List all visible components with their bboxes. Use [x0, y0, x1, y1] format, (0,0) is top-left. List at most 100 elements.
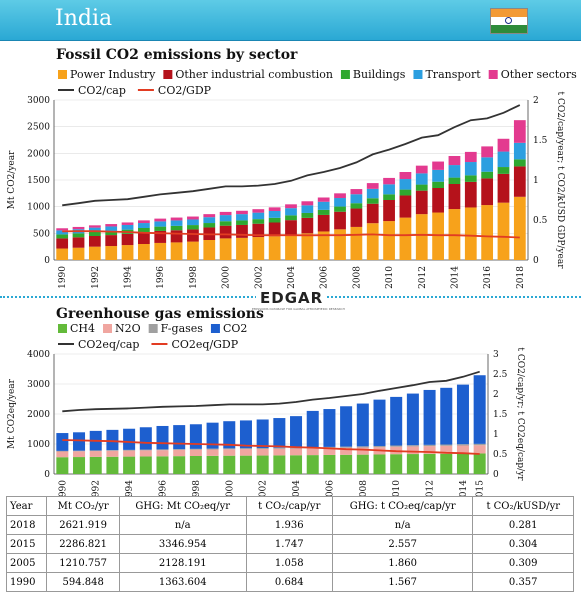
table-cell: 2128.191: [118, 553, 247, 573]
bar-n2o: [256, 448, 269, 456]
y2-tick-label: 1.5: [493, 410, 508, 420]
table-cell: n/a: [331, 515, 474, 535]
y-tick-label: 1500: [27, 176, 50, 186]
table-cell: 2018: [5, 515, 48, 535]
bar-buildings: [383, 194, 395, 200]
y-tick-label: 3000: [27, 96, 50, 106]
y2-tick-label: 1: [533, 176, 539, 186]
legend-swatch-n2o: [103, 324, 113, 333]
table-header-cell: GHG: t CO₂eq/cap/yr: [331, 496, 474, 516]
x-tick-label: 2004: [292, 480, 302, 496]
india-flag-icon: [490, 8, 528, 34]
bar-ch4: [156, 456, 169, 474]
bar-n2o: [206, 449, 219, 456]
bar-ch4: [356, 454, 369, 474]
summary-table: Year Mt CO₂/yr GHG: Mt CO₂eq/yr t CO₂/cap/y…: [5, 496, 574, 592]
bar-co2: [156, 425, 169, 450]
bar-transport: [154, 221, 167, 227]
bar-other_ind: [415, 190, 428, 215]
x-tick-label: 1996: [156, 266, 166, 289]
bar-n2o: [106, 450, 119, 457]
bar-ch4: [123, 456, 136, 474]
bar-transport: [285, 208, 297, 216]
bar-power: [72, 247, 85, 260]
bar-other_ind: [366, 203, 379, 224]
bar-n2o: [56, 451, 69, 458]
bar-other_sec: [350, 189, 363, 195]
bar-power: [105, 246, 118, 260]
bar-power: [301, 233, 314, 260]
bar-other_ind: [252, 223, 265, 238]
x-tick-label: 1994: [124, 266, 134, 289]
bar-co2: [440, 387, 453, 445]
bar-fgas: [256, 447, 269, 449]
bar-other_sec: [219, 211, 232, 216]
y-tick-label: 2000: [27, 410, 50, 420]
y-tick-label: 2500: [27, 123, 50, 133]
bar-other_ind: [56, 238, 69, 249]
y2-tick-label: 2: [493, 390, 499, 400]
table-row: 2015 2286.821 3346.954 1.747 2.557 0.304: [5, 534, 574, 554]
bar-fgas: [440, 444, 453, 446]
bar-other_sec: [481, 146, 494, 158]
bar-co2: [356, 403, 369, 447]
table-cell: 1210.757: [46, 553, 120, 573]
bar-power: [170, 242, 183, 260]
bar-co2: [306, 410, 319, 448]
bar-ch4: [456, 453, 469, 474]
bar-n2o: [323, 447, 336, 455]
y-tick-label: 2000: [27, 149, 50, 159]
bar-n2o: [156, 450, 169, 457]
bar-other_sec: [301, 201, 314, 206]
bar-fgas: [273, 447, 286, 449]
bar-other_ind: [154, 230, 167, 243]
legend-label-fgas: F-gases: [161, 322, 204, 335]
bar-fgas: [323, 446, 336, 448]
table-header-cell: t CO₂/kUSD/yr: [472, 496, 574, 516]
bar-transport: [121, 224, 134, 230]
bar-power: [399, 217, 412, 260]
bar-power: [383, 221, 395, 260]
table-header-cell: Year: [5, 496, 48, 516]
bar-ch4: [306, 455, 319, 474]
bar-co2: [189, 424, 202, 449]
bar-power: [513, 196, 526, 260]
bar-other_sec: [105, 224, 118, 227]
bar-co2: [390, 396, 403, 446]
bar-buildings: [481, 171, 494, 179]
bar-other_ind: [187, 229, 199, 242]
bar-co2: [406, 393, 419, 446]
bar-fgas: [189, 448, 202, 450]
y2-tick-label: 0: [493, 470, 499, 480]
bar-fgas: [373, 445, 386, 448]
bar-fgas: [406, 445, 419, 447]
bar-other_sec: [203, 214, 216, 218]
bar-other_sec: [187, 216, 199, 220]
legend-swatch-other_sec: [488, 70, 498, 79]
bar-other_sec: [154, 218, 167, 222]
x-tick-label: 2010: [385, 266, 395, 289]
table-cell: 2015: [5, 534, 48, 554]
bar-other_sec: [252, 209, 265, 213]
bar-power: [432, 212, 444, 260]
bar-buildings: [366, 198, 379, 204]
bar-other_ind: [383, 200, 395, 222]
edgar-logo-subtext: EMISSIONS DATABASE FOR GLOBAL ATMOSPHERI…: [252, 307, 345, 311]
bar-buildings: [219, 221, 232, 226]
y-tick-label: 4000: [27, 350, 50, 360]
bar-transport: [56, 230, 69, 235]
bar-buildings: [285, 215, 297, 221]
legend-swatch-ch4: [58, 324, 67, 333]
bar-other_sec: [399, 172, 412, 180]
bar-buildings: [187, 225, 199, 230]
bar-co2: [323, 409, 336, 447]
bar-fgas: [156, 449, 169, 451]
bar-buildings: [170, 225, 183, 231]
legend-label-line-gdp: CO2eq/GDP: [171, 338, 238, 351]
bar-transport: [105, 226, 118, 231]
bar-n2o: [73, 451, 86, 458]
x-tick-label: 2002: [259, 480, 269, 496]
legend-label-line-gdp: CO2/GDP: [158, 84, 212, 97]
bar-power: [317, 231, 330, 260]
y2-axis-label: t CO2/cap/yr; t CO2eq/cap/yr: [515, 347, 525, 481]
